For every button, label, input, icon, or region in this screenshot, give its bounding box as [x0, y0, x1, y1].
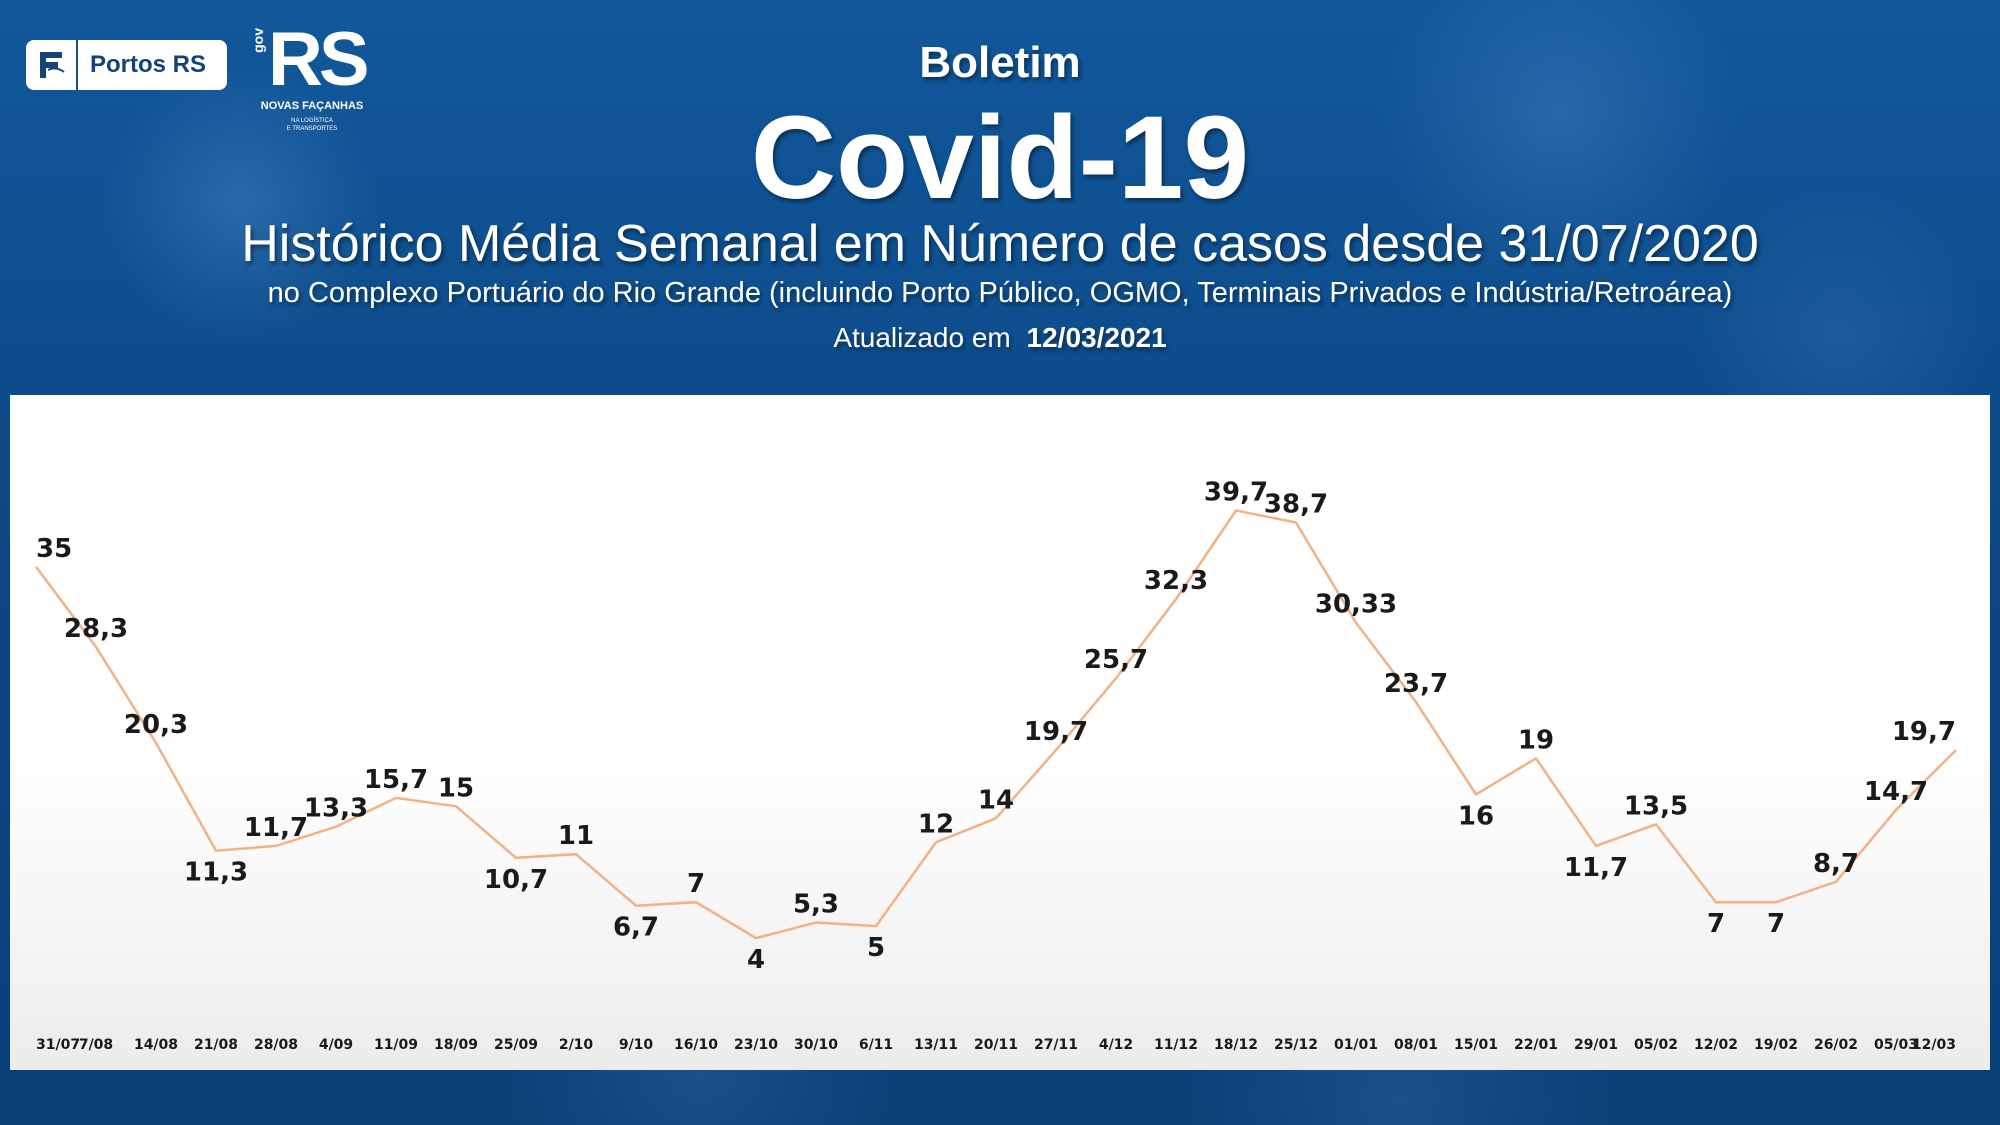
data-label: 12 — [918, 809, 954, 839]
data-label: 25,7 — [1084, 645, 1148, 675]
x-tick-label: 14/08 — [134, 1037, 178, 1053]
x-tick-label: 18/12 — [1214, 1037, 1258, 1053]
data-label: 39,7 — [1204, 478, 1268, 508]
x-tick-label: 28/08 — [254, 1037, 298, 1053]
x-tick-label: 18/09 — [434, 1037, 478, 1053]
data-label: 28,3 — [64, 614, 128, 644]
x-tick-label: 25/09 — [494, 1037, 538, 1053]
x-tick-label: 27/11 — [1034, 1037, 1078, 1053]
updated-date: 12/03/2021 — [1026, 322, 1167, 353]
gov-rs-logo-slogan: NOVAS FAÇANHAS — [260, 100, 364, 112]
data-label: 23,7 — [1384, 669, 1448, 699]
data-label: 14 — [978, 785, 1014, 815]
data-label: 11,3 — [184, 858, 248, 888]
data-label: 19 — [1518, 725, 1554, 755]
x-tick-label: 13/11 — [914, 1037, 958, 1053]
x-tick-label: 30/10 — [794, 1037, 838, 1053]
portos-rs-logo-text: Portos RS — [90, 51, 207, 78]
data-label: 11,7 — [244, 813, 308, 843]
x-tick-label: 01/01 — [1334, 1037, 1378, 1053]
x-tick-label: 12/03 — [1912, 1037, 1956, 1053]
x-tick-label: 05/02 — [1634, 1037, 1678, 1053]
x-tick-label: 31/07 — [36, 1037, 80, 1053]
x-tick-label: 22/01 — [1514, 1037, 1558, 1053]
data-label: 10,7 — [484, 865, 548, 895]
covid-title: Covid-19 — [750, 92, 1250, 224]
chart-panel: 35 31/07 28,3 7/08 20,3 14/08 11,3 21/08 11,7 28/… — [10, 395, 1990, 1070]
x-tick-label: 11/12 — [1154, 1037, 1198, 1053]
x-tick-label: 19/02 — [1754, 1037, 1798, 1053]
x-tick-label: 25/12 — [1274, 1037, 1318, 1053]
data-label: 4 — [747, 945, 765, 975]
data-label: 15,7 — [364, 765, 428, 795]
gov-rs-logo-rs: RS — [268, 17, 370, 102]
x-tick-label: 11/09 — [374, 1037, 418, 1053]
data-label: 7 — [687, 869, 705, 899]
x-tick-label: 23/10 — [734, 1037, 778, 1053]
data-label: 19,7 — [1892, 717, 1956, 747]
updated-line: Atualizado em 12/03/2021 — [0, 320, 2000, 356]
data-label: 11 — [558, 821, 594, 851]
data-label: 15 — [438, 773, 474, 803]
data-label: 13,3 — [304, 794, 368, 824]
x-tick-label: 7/08 — [79, 1037, 113, 1053]
gov-rs-logo-sub: NA LOGÍSTICA E TRANSPORTES — [286, 118, 338, 132]
data-label: 7 — [1767, 909, 1785, 939]
data-label: 35 — [36, 534, 72, 564]
data-label: 5,3 — [793, 890, 839, 920]
x-tick-label: 4/09 — [319, 1037, 353, 1053]
portos-flag-icon — [26, 40, 78, 90]
updated-label: Atualizado em — [833, 322, 1011, 353]
x-tick-label: 20/11 — [974, 1037, 1018, 1053]
data-label: 32,3 — [1144, 566, 1208, 596]
line-chart: 35 31/07 28,3 7/08 20,3 14/08 11,3 21/08 11,7 28/… — [34, 478, 1957, 1053]
portos-rs-logo: Portos RS — [26, 40, 227, 90]
data-label: 14,7 — [1864, 777, 1928, 807]
complexo-subtitle: no Complexo Portuário do Rio Grande (inc… — [267, 277, 1733, 309]
x-tick-label: 08/01 — [1394, 1037, 1438, 1053]
data-label: 20,3 — [124, 710, 188, 740]
x-tick-label: 16/10 — [674, 1037, 718, 1053]
x-tick-label: 4/12 — [1099, 1037, 1133, 1053]
data-label: 11,7 — [1564, 853, 1628, 883]
x-tick-label: 21/08 — [194, 1037, 238, 1053]
series-line — [34, 509, 1957, 940]
boletim-heading: Boletim — [919, 38, 1081, 87]
x-tick-label: 05/03 — [1874, 1037, 1918, 1053]
x-tick-label: 15/01 — [1454, 1037, 1498, 1053]
data-label: 6,7 — [613, 913, 659, 943]
data-label: 5 — [867, 933, 885, 963]
data-label: 13,5 — [1624, 791, 1688, 821]
data-label: 16 — [1458, 801, 1494, 831]
data-label: 30,33 — [1315, 590, 1397, 620]
x-tick-label: 9/10 — [619, 1037, 654, 1053]
x-tick-label: 29/01 — [1574, 1037, 1618, 1053]
x-tick-label: 12/02 — [1694, 1037, 1738, 1053]
x-tick-label: 6/11 — [859, 1037, 893, 1053]
data-label: 7 — [1707, 909, 1725, 939]
x-tick-label: 26/02 — [1814, 1037, 1858, 1053]
gov-rs-logo: gov RS NOVAS FAÇANHAS NA LOGÍSTICA E TRA… — [250, 17, 375, 142]
x-tick-label: 2/10 — [559, 1037, 594, 1053]
data-label: 38,7 — [1264, 490, 1328, 520]
data-label: 8,7 — [1813, 849, 1859, 879]
data-label: 19,7 — [1024, 717, 1088, 747]
historico-title: Histórico Média Semanal em Número de cas… — [241, 215, 1759, 273]
